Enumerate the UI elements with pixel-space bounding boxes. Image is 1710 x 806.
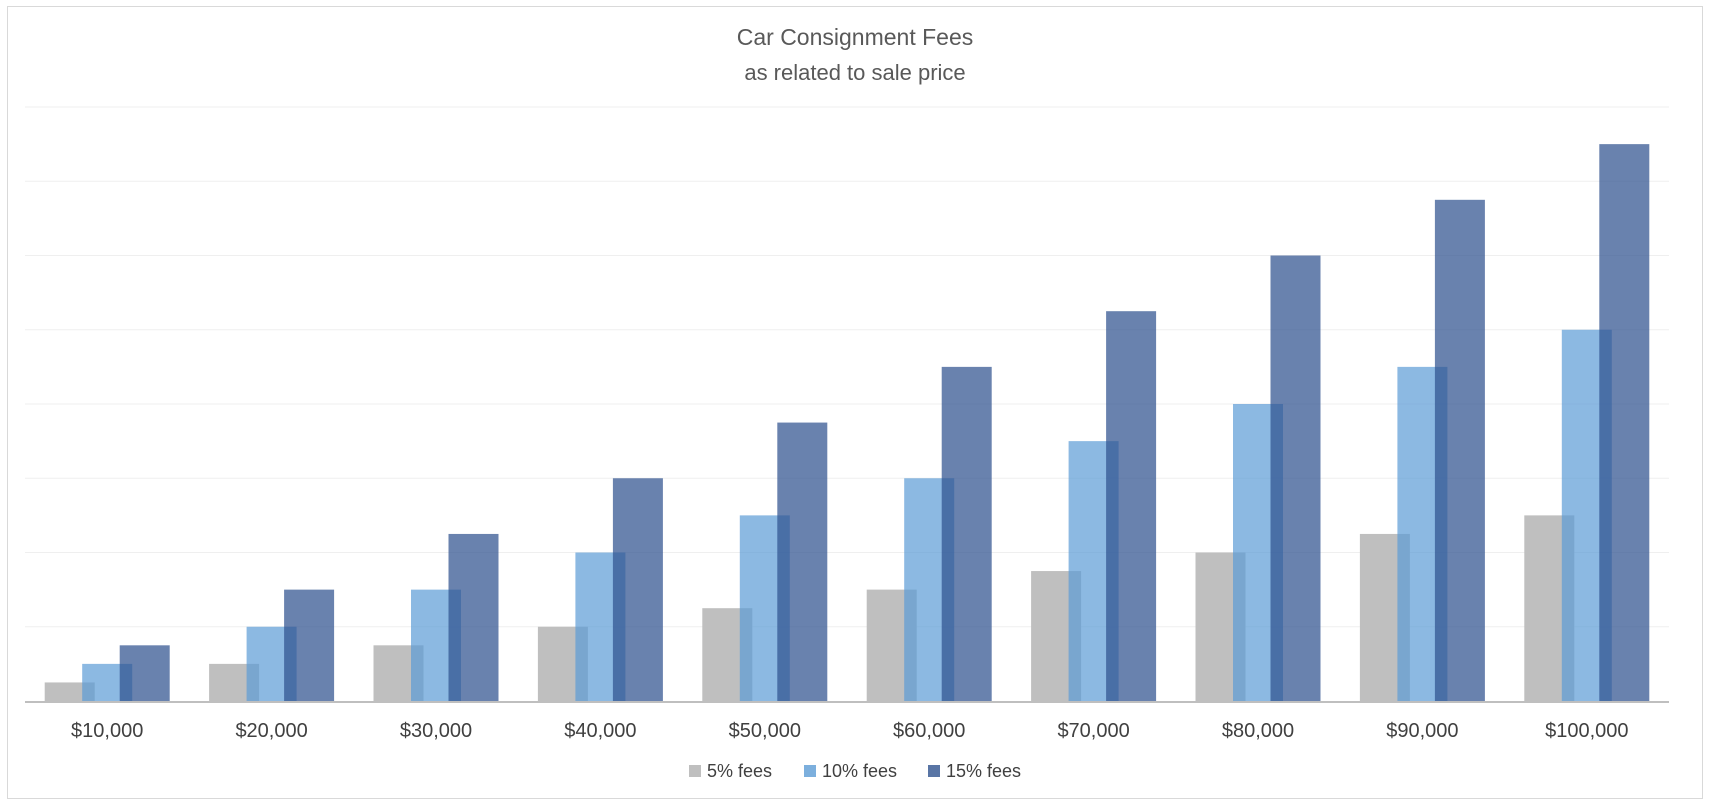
x-tick-label: $70,000 [1057, 720, 1129, 742]
x-tick-label: $90,000 [1386, 720, 1458, 742]
bar-15-fees-9 [1434, 199, 1485, 701]
bar-15-fees-3 [448, 533, 499, 701]
legend-swatch [928, 765, 940, 777]
legend-label: 5% fees [707, 761, 772, 781]
x-tick-label: $80,000 [1222, 720, 1294, 742]
bar-15-fees-7 [1106, 311, 1157, 701]
bar-15-fees-8 [1270, 255, 1321, 701]
bar-15-fees-4 [612, 478, 663, 701]
legend-label: 15% fees [946, 761, 1021, 781]
bar-15-fees-1 [119, 645, 170, 701]
chart-title: Car Consignment Fees [737, 24, 974, 50]
legend-swatch [689, 765, 701, 777]
bar-15-fees-2 [284, 589, 335, 701]
chart-subtitle: as related to sale price [744, 60, 965, 85]
x-tick-label: $20,000 [235, 720, 307, 742]
x-tick-label: $100,000 [1545, 720, 1628, 742]
x-tick-label: $50,000 [729, 720, 801, 742]
chart-frame [7, 6, 1703, 799]
bar-15-fees-6 [941, 366, 992, 701]
bar-15-fees-10 [1599, 144, 1650, 701]
legend-label: 10% fees [822, 761, 897, 781]
x-tick-label: $40,000 [564, 720, 636, 742]
x-tick-label: $10,000 [71, 720, 143, 742]
legend-swatch [804, 765, 816, 777]
bar-15-fees-5 [777, 422, 828, 701]
x-tick-label: $60,000 [893, 720, 965, 742]
x-tick-label: $30,000 [400, 720, 472, 742]
